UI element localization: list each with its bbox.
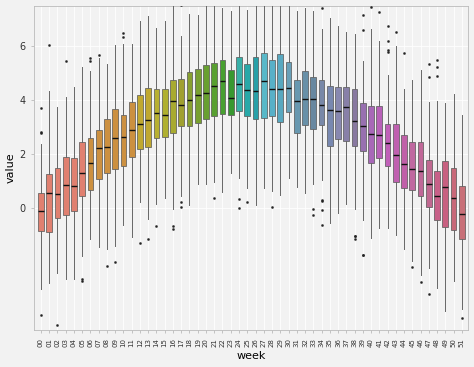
- PathPatch shape: [410, 142, 415, 190]
- PathPatch shape: [335, 87, 341, 139]
- PathPatch shape: [170, 80, 176, 133]
- PathPatch shape: [219, 59, 225, 114]
- PathPatch shape: [310, 77, 316, 129]
- PathPatch shape: [71, 158, 77, 211]
- PathPatch shape: [129, 102, 135, 157]
- PathPatch shape: [352, 89, 357, 146]
- PathPatch shape: [286, 62, 292, 112]
- PathPatch shape: [253, 57, 258, 119]
- PathPatch shape: [96, 130, 101, 179]
- PathPatch shape: [154, 88, 159, 138]
- X-axis label: week: week: [237, 352, 266, 361]
- PathPatch shape: [38, 193, 44, 232]
- PathPatch shape: [261, 53, 267, 118]
- PathPatch shape: [418, 142, 423, 196]
- PathPatch shape: [79, 142, 85, 196]
- PathPatch shape: [343, 87, 349, 141]
- PathPatch shape: [228, 70, 234, 115]
- PathPatch shape: [459, 186, 465, 239]
- PathPatch shape: [63, 157, 69, 215]
- PathPatch shape: [385, 124, 391, 166]
- PathPatch shape: [434, 171, 440, 220]
- PathPatch shape: [451, 168, 456, 230]
- PathPatch shape: [442, 161, 448, 226]
- PathPatch shape: [120, 115, 127, 166]
- PathPatch shape: [245, 64, 250, 116]
- PathPatch shape: [393, 124, 399, 182]
- PathPatch shape: [319, 80, 324, 124]
- PathPatch shape: [203, 65, 209, 119]
- PathPatch shape: [302, 72, 308, 125]
- PathPatch shape: [112, 109, 118, 169]
- PathPatch shape: [294, 80, 300, 133]
- PathPatch shape: [269, 60, 275, 116]
- PathPatch shape: [187, 72, 192, 126]
- PathPatch shape: [146, 88, 151, 147]
- PathPatch shape: [46, 174, 52, 232]
- PathPatch shape: [401, 135, 407, 188]
- Y-axis label: value: value: [6, 152, 16, 183]
- PathPatch shape: [368, 106, 374, 163]
- PathPatch shape: [327, 86, 333, 146]
- PathPatch shape: [55, 168, 60, 218]
- PathPatch shape: [360, 103, 365, 152]
- PathPatch shape: [211, 63, 217, 116]
- PathPatch shape: [104, 119, 110, 173]
- PathPatch shape: [376, 106, 382, 159]
- PathPatch shape: [137, 95, 143, 149]
- PathPatch shape: [277, 54, 283, 122]
- PathPatch shape: [426, 160, 432, 207]
- PathPatch shape: [236, 57, 242, 110]
- PathPatch shape: [178, 79, 184, 126]
- PathPatch shape: [195, 69, 201, 123]
- PathPatch shape: [88, 138, 93, 190]
- PathPatch shape: [162, 89, 168, 138]
